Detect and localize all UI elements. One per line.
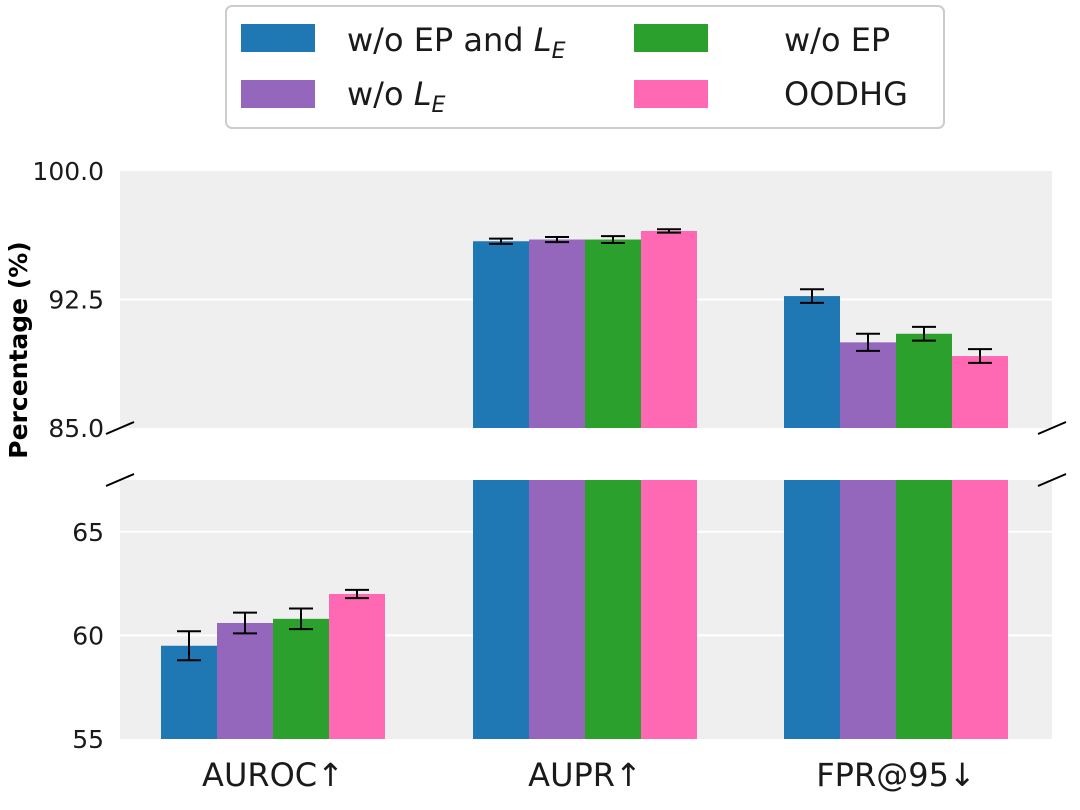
bars bbox=[161, 228, 1008, 739]
legend-math-subscript: E bbox=[432, 93, 446, 118]
bar-lower bbox=[896, 480, 952, 739]
bar-upper bbox=[840, 342, 896, 428]
legend-label-text: w/o EP bbox=[784, 21, 890, 59]
axis-break-mark bbox=[105, 421, 135, 435]
bar-upper bbox=[585, 239, 641, 428]
legend-swatch bbox=[241, 24, 315, 52]
legend-label-text: w/o EP and bbox=[347, 21, 534, 59]
bar-upper bbox=[529, 239, 585, 428]
legend-label: OODHG bbox=[784, 75, 908, 113]
legend-math-symbol: L bbox=[534, 21, 552, 59]
bar-lower bbox=[641, 480, 697, 739]
y-tick-label: 65 bbox=[72, 518, 104, 547]
legend-frame bbox=[225, 5, 945, 129]
bar-lower bbox=[529, 480, 585, 739]
bar-lower bbox=[473, 480, 529, 739]
ticks: 85.0 92.5 100.0 55 60 65 AUROC↑ AUPR↑ FPR@95↓ bbox=[32, 157, 1067, 794]
legend-label-text: w/o bbox=[347, 75, 414, 113]
y-tick-label: 60 bbox=[72, 621, 104, 650]
legend-swatch bbox=[241, 80, 315, 108]
legend-swatch bbox=[634, 24, 708, 52]
x-tick-label: FPR@95↓ bbox=[816, 756, 975, 794]
y-tick-label: 85.0 bbox=[48, 414, 104, 443]
legend-math-subscript: E bbox=[552, 39, 566, 64]
y-tick-label: 55 bbox=[72, 725, 104, 754]
bar-upper bbox=[784, 296, 840, 428]
legend-label: w/o LE bbox=[347, 75, 446, 118]
y-axis-label: Percentage (%) bbox=[4, 241, 33, 458]
x-tick-label: AUROC↑ bbox=[202, 756, 344, 794]
axis-break-mark bbox=[105, 473, 135, 487]
bar-upper bbox=[952, 356, 1008, 428]
legend-label: w/o EP bbox=[784, 21, 890, 59]
bar bbox=[273, 618, 329, 739]
legend-label-text: OODHG bbox=[784, 75, 908, 113]
y-tick-label: 92.5 bbox=[48, 286, 104, 315]
x-tick-label: AUPR↑ bbox=[528, 756, 642, 794]
bar-upper bbox=[473, 241, 529, 428]
y-tick-label: 100.0 bbox=[32, 157, 104, 186]
legend-label: w/o EP and LE bbox=[347, 21, 566, 64]
bar-upper bbox=[641, 230, 697, 428]
bar-lower bbox=[784, 480, 840, 739]
bar-lower bbox=[952, 480, 1008, 739]
bar-upper bbox=[896, 333, 952, 428]
bar bbox=[217, 622, 273, 739]
bar bbox=[161, 645, 217, 739]
legend-math-symbol: L bbox=[414, 75, 432, 113]
axis-break-mark bbox=[1037, 421, 1067, 435]
bar-lower bbox=[840, 480, 896, 739]
bar bbox=[329, 593, 385, 739]
legend-swatch bbox=[634, 80, 708, 108]
bar-lower bbox=[585, 480, 641, 739]
axis-break-mark bbox=[1037, 473, 1067, 487]
